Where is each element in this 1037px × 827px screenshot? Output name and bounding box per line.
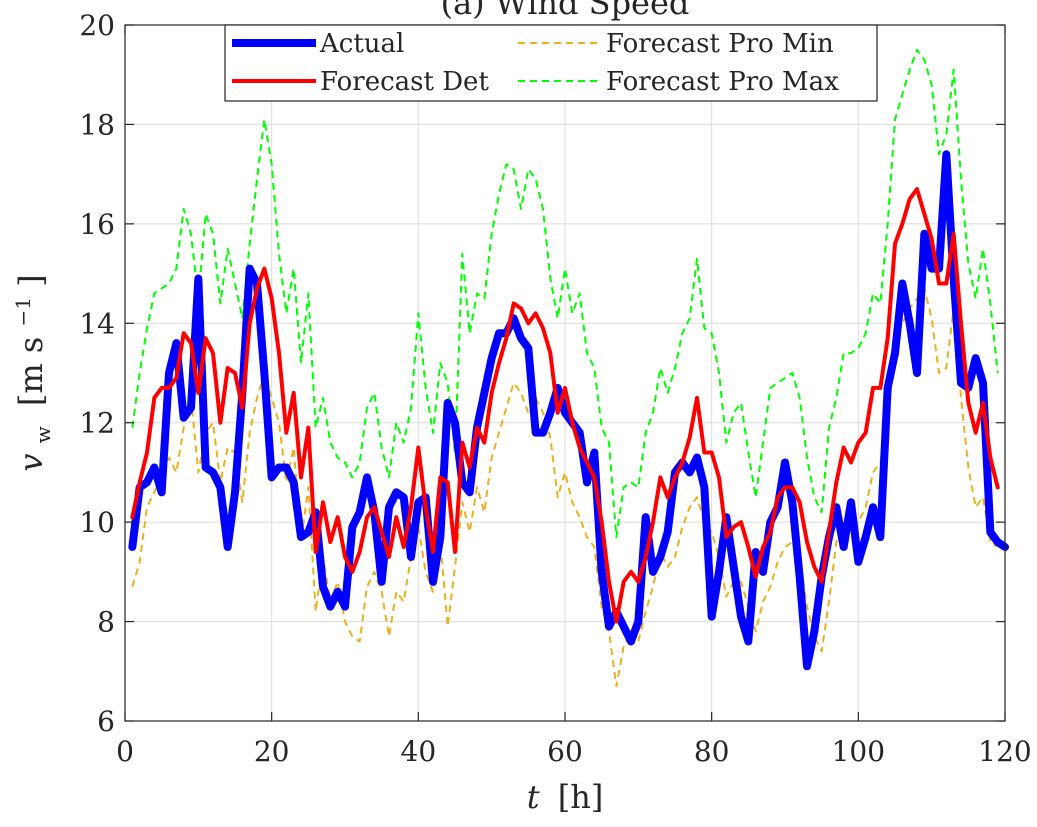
y-tick-label: 8 [97, 606, 115, 639]
y-axis-unit-close: ] [12, 274, 50, 286]
series-line-forecast-pro-max [131, 48, 999, 539]
x-tick-label: 120 [978, 735, 1031, 768]
x-axis-unit: [h] [558, 778, 604, 816]
x-axis-symbol: t [527, 778, 540, 816]
y-axis-unit-open: [m s [12, 337, 50, 406]
legend-item: Forecast Det [232, 67, 489, 97]
y-axis-subscript: w [31, 426, 55, 443]
legend-item: Forecast Pro Min [518, 29, 834, 59]
legend-label: Forecast Pro Max [606, 67, 839, 97]
series-group [128, 48, 1009, 688]
x-tick-label: 80 [694, 735, 730, 768]
x-tick-label: 100 [832, 735, 885, 768]
legend-label: Forecast Det [320, 67, 489, 97]
grid [124, 24, 1006, 722]
legend-label: Forecast Pro Min [606, 29, 834, 59]
y-tick-label: 18 [79, 108, 115, 141]
chart-title: (a) Wind Speed [441, 0, 690, 22]
legend-label: Actual [319, 29, 404, 59]
legend: Actual Forecast Det Forecast Pro Min Foreca… [224, 24, 878, 102]
x-tick-label: 0 [116, 735, 134, 768]
y-tick-label: 14 [79, 307, 115, 340]
y-tick-label: 16 [79, 208, 115, 241]
y-tick-label: 20 [79, 9, 115, 42]
series-line-forecast-det [130, 187, 1000, 624]
legend-item: Forecast Pro Max [518, 67, 839, 97]
x-tick-label: 40 [401, 735, 437, 768]
y-axis-symbol: v [12, 454, 50, 472]
x-tick-label: 60 [547, 735, 583, 768]
y-tick-label: 10 [79, 506, 115, 539]
x-axis-label: t [h] [527, 778, 604, 816]
x-tick-label: 20 [254, 735, 290, 768]
legend-box [224, 24, 878, 102]
y-axis-unit-exponent: −1 [11, 297, 35, 326]
series-line-actual [128, 150, 1009, 671]
axis-ticks: 0 20 40 60 80 100 120 6 8 10 12 14 16 18 20 [79, 9, 1031, 768]
y-tick-label: 6 [97, 705, 115, 738]
y-tick-label: 12 [79, 407, 115, 440]
legend-item: Actual [232, 29, 404, 59]
y-axis-label: v w [m s −1 ] [0, 274, 58, 471]
